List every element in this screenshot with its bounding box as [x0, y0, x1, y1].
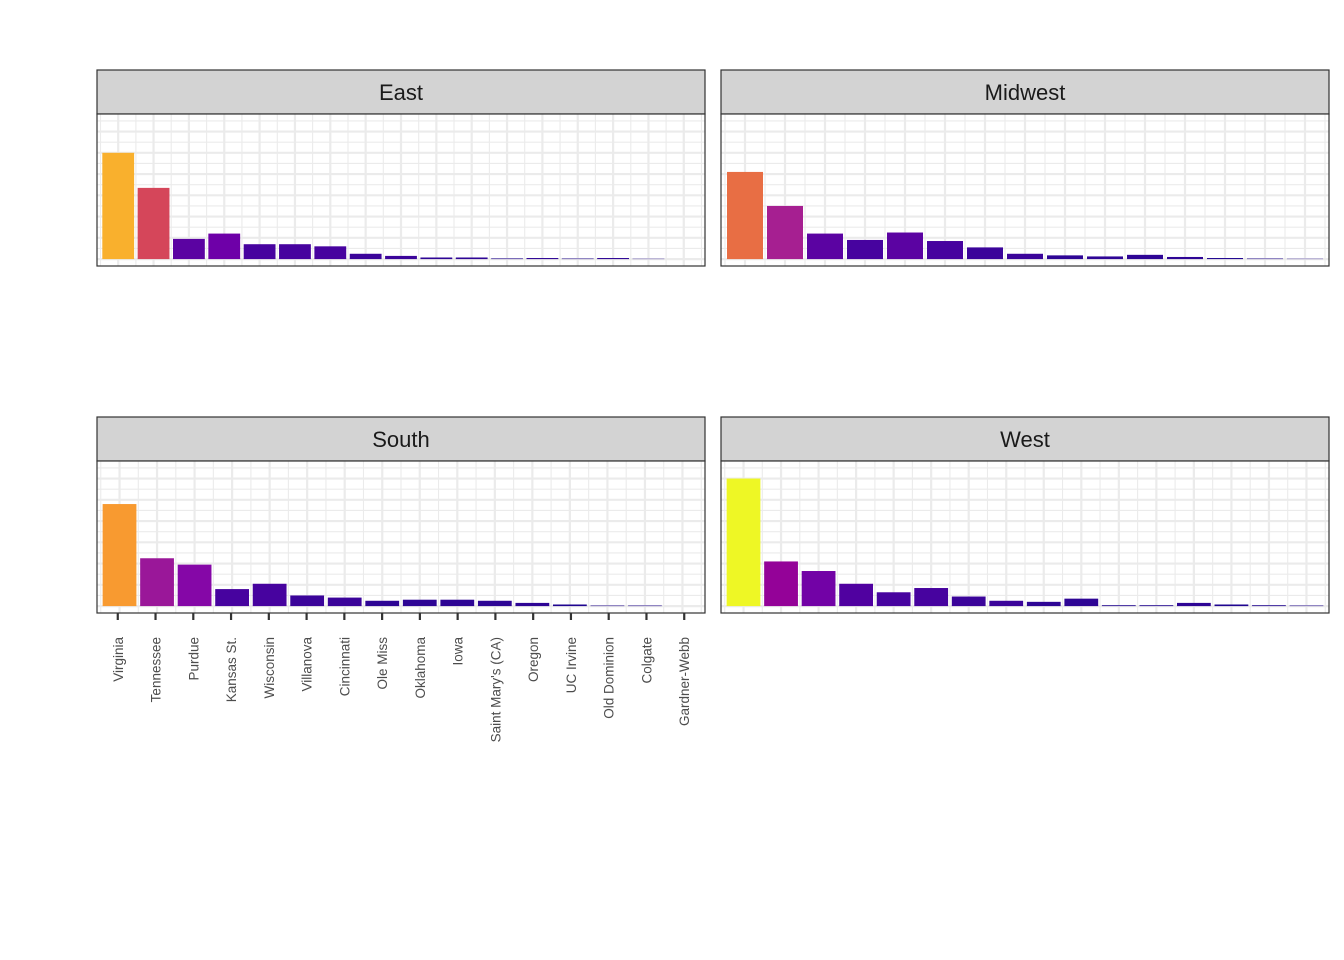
bar-south-6	[290, 595, 325, 607]
facet-strip	[720, 416, 1330, 462]
facet-strip	[96, 69, 706, 115]
bar-east-12	[491, 258, 523, 260]
bar-west-2	[764, 561, 798, 607]
bar-east-9	[385, 255, 417, 260]
bar-south-12	[515, 602, 550, 607]
bar-south-7	[327, 597, 362, 607]
x-tick-label: Oklahoma	[413, 637, 428, 699]
bar-midwest-4	[847, 239, 883, 260]
bar-west-10	[1064, 598, 1099, 607]
bar-east-10	[420, 257, 453, 260]
bar-east-4	[208, 233, 241, 260]
gridlines	[97, 114, 705, 266]
bar-midwest-8	[1007, 253, 1043, 260]
bar-west-5	[876, 592, 911, 607]
panel-border	[720, 113, 1330, 267]
facet-panel-midwest: Midwest	[720, 69, 1330, 267]
bar-west-8	[989, 600, 1024, 607]
bar-east-8	[349, 253, 382, 260]
bar-midwest-11	[1127, 254, 1163, 260]
bar-west-6	[914, 588, 949, 607]
bar-east-5	[243, 244, 276, 260]
bar-west-15	[1252, 605, 1286, 607]
bar-midwest-2	[767, 205, 803, 260]
bar-west-16	[1289, 605, 1324, 607]
x-tick-label: Villanova	[300, 637, 315, 692]
panel-border	[96, 460, 706, 614]
bar-east-7	[314, 246, 347, 260]
x-axis: Virginia Tennessee Purdue Kansas St. Wiscons…	[111, 613, 692, 742]
bar-east-3	[173, 238, 205, 260]
bar-west-7	[951, 596, 986, 607]
bar-south-13	[553, 604, 587, 607]
bar-midwest-7	[967, 247, 1003, 260]
facet-strip-label: Midwest	[985, 80, 1066, 105]
bar-midwest-6	[927, 241, 963, 260]
bar-west-12	[1139, 605, 1174, 607]
x-tick-label: Old Dominion	[602, 637, 617, 719]
x-tick-label: Wisconsin	[262, 637, 277, 699]
x-tick-label: UC Irvine	[564, 637, 579, 693]
bar-south-5	[252, 583, 287, 607]
bar-south-10	[440, 599, 475, 607]
facet-strip-label: South	[372, 427, 430, 452]
x-tick-label: Oregon	[526, 637, 541, 682]
x-tick-label: Saint Mary's (CA)	[488, 637, 503, 742]
facet-strip-label: East	[379, 80, 423, 105]
bar-south-15	[628, 605, 662, 607]
bar-midwest-3	[807, 233, 843, 260]
bar-west-9	[1026, 601, 1061, 607]
x-tick-label: Cincinnati	[337, 637, 352, 696]
bar-midwest-1	[727, 171, 763, 260]
bar-south-2	[140, 558, 174, 607]
bar-east-15	[597, 258, 629, 260]
bar-midwest-13	[1207, 258, 1243, 260]
bar-west-13	[1177, 602, 1211, 607]
facet-panel-east: East	[96, 69, 706, 267]
x-tick-label: Purdue	[186, 637, 201, 681]
x-tick-label: Iowa	[451, 637, 466, 666]
x-tick-label: Virginia	[111, 637, 126, 682]
facet-panel-west: West	[720, 416, 1330, 614]
bar-midwest-12	[1167, 256, 1203, 260]
x-tick-label: Kansas St.	[224, 637, 239, 702]
x-tick-label: Tennessee	[149, 637, 164, 702]
bar-west-14	[1214, 604, 1249, 607]
bar-east-14	[561, 258, 594, 260]
facet-panel-south: South Virginia Tennessee Purdue Kansas St. Wi…	[96, 416, 706, 742]
x-tick-label: Colgate	[639, 637, 654, 684]
facet-strip	[720, 69, 1330, 115]
bar-midwest-14	[1247, 258, 1283, 260]
facet-strip	[96, 416, 706, 462]
bar-south-9	[402, 599, 437, 607]
bar-midwest-9	[1047, 255, 1083, 260]
bar-east-11	[455, 257, 488, 260]
bar-midwest-5	[887, 232, 923, 260]
x-tick-label: Ole Miss	[375, 637, 390, 690]
bar-south-11	[477, 600, 512, 607]
bar-south-14	[590, 605, 625, 607]
bar-east-2	[137, 187, 170, 260]
facet-strip-label: West	[1000, 427, 1050, 452]
bar-east-13	[526, 258, 559, 260]
panel-border	[720, 460, 1330, 614]
bar-midwest-10	[1087, 256, 1123, 260]
panel-border	[96, 113, 706, 267]
bar-west-11	[1101, 605, 1136, 607]
bar-east-6	[279, 244, 311, 260]
bar-west-4	[839, 583, 873, 607]
bar-west-1	[726, 478, 761, 607]
bar-east-1	[102, 152, 135, 260]
bar-west-3	[801, 571, 836, 607]
bar-south-3	[177, 564, 212, 607]
x-tick-label: Gardner-Webb	[677, 637, 692, 726]
bar-south-8	[365, 600, 400, 607]
bar-south-1	[102, 504, 137, 607]
bar-south-4	[215, 589, 249, 607]
